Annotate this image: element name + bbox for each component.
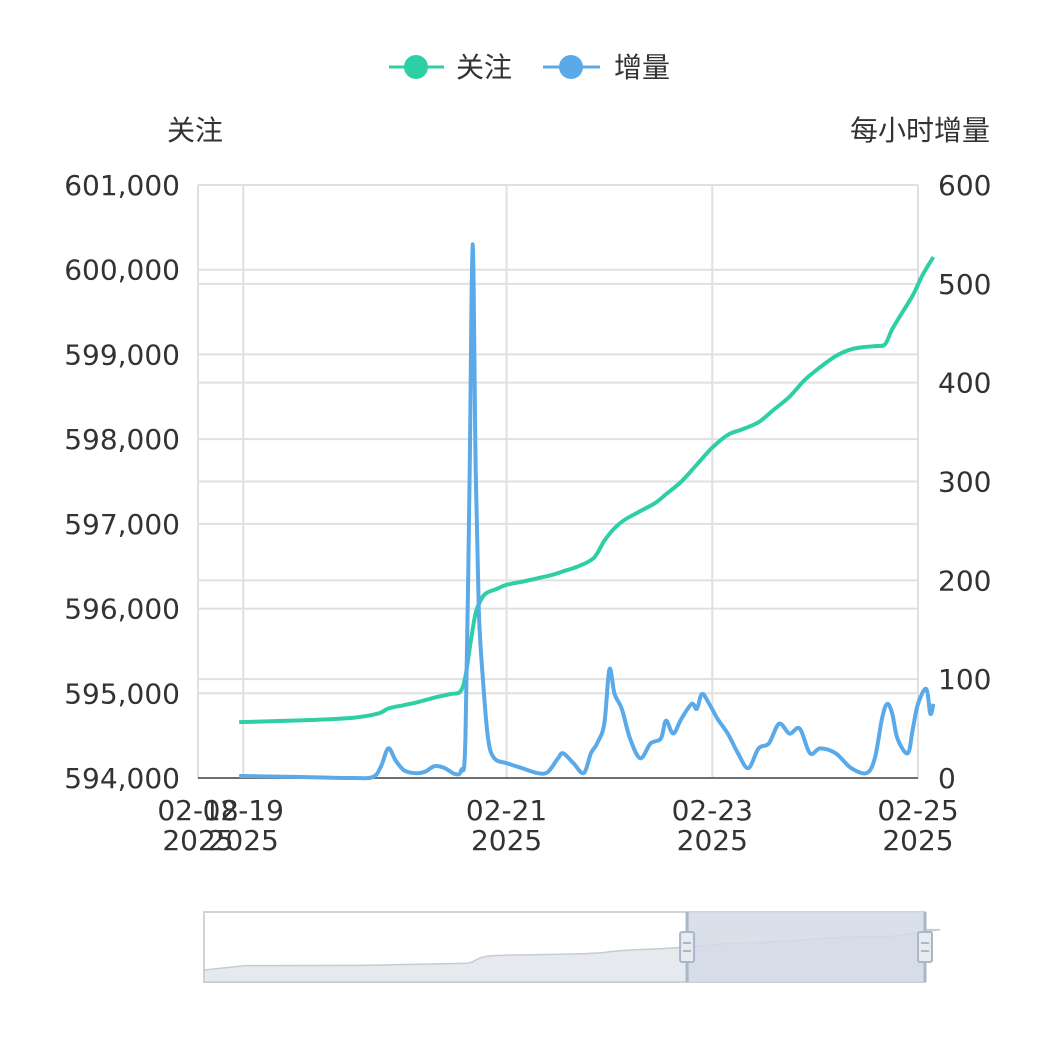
legend[interactable]: 关注 增量: [389, 51, 670, 84]
left-axis-tick-label: 594,000: [64, 762, 180, 795]
x-axis-tick-year: 2025: [471, 824, 542, 857]
x-axis-tick-label: 02-18: [157, 794, 238, 827]
right-axis-tick-label: 500: [938, 268, 991, 301]
legend-follow-label: 关注: [456, 51, 512, 84]
x-axis-tick-year: 2025: [882, 824, 953, 857]
x-axis-tick-label: 02-21: [466, 794, 547, 827]
legend-increment-marker: [559, 55, 583, 79]
handle-grip: [917, 931, 933, 963]
x-axis-tick-year: 2025: [677, 824, 748, 857]
series-line-follow: [239, 255, 936, 725]
legend-item-follow[interactable]: 关注: [389, 51, 512, 84]
x-axis-tick-year: 2025: [162, 824, 233, 857]
left-axis-title: 关注: [167, 114, 223, 147]
datazoom-slider[interactable]: [203, 911, 941, 983]
legend-follow-marker: [404, 55, 428, 79]
legend-item-increment[interactable]: 增量: [543, 51, 670, 84]
x-axis-tick-label: 02-25: [877, 794, 958, 827]
axis-tick-labels: 594,000 595,000 596,000 597,000 598,000 599,0…: [64, 169, 991, 857]
series-line-increment: [239, 242, 936, 781]
right-axis-title: 每小时增量: [850, 114, 990, 147]
x-axis-tick-label: 02-23: [672, 794, 753, 827]
left-axis-tick-label: 595,000: [64, 677, 180, 710]
grid-lines: [197, 184, 919, 779]
left-axis-tick-label: 600,000: [64, 254, 180, 287]
datazoom-handle-right[interactable]: [917, 912, 933, 982]
series-lines: [239, 242, 936, 781]
right-axis-tick-label: 0: [938, 762, 956, 795]
left-axis-tick-label: 601,000: [64, 169, 180, 202]
left-axis-tick-label: 597,000: [64, 508, 180, 541]
left-axis-tick-label: 596,000: [64, 593, 180, 626]
right-axis-tick-label: 100: [938, 663, 991, 696]
datazoom-handle-left[interactable]: [679, 912, 696, 982]
right-axis-tick-label: 200: [938, 564, 991, 597]
right-axis-tick-label: 300: [938, 466, 991, 499]
legend-increment-label: 增量: [614, 51, 670, 84]
handle-grip: [679, 931, 696, 963]
datazoom-selected-range[interactable]: [687, 912, 925, 982]
right-axis-tick-label: 600: [938, 169, 991, 202]
right-axis-tick-label: 400: [938, 367, 991, 400]
left-axis-tick-label: 598,000: [64, 423, 180, 456]
left-axis-tick-label: 599,000: [64, 338, 180, 371]
x-axis-tick-year: 2025: [208, 824, 279, 857]
x-axis-tick-label: 02-19: [203, 794, 284, 827]
